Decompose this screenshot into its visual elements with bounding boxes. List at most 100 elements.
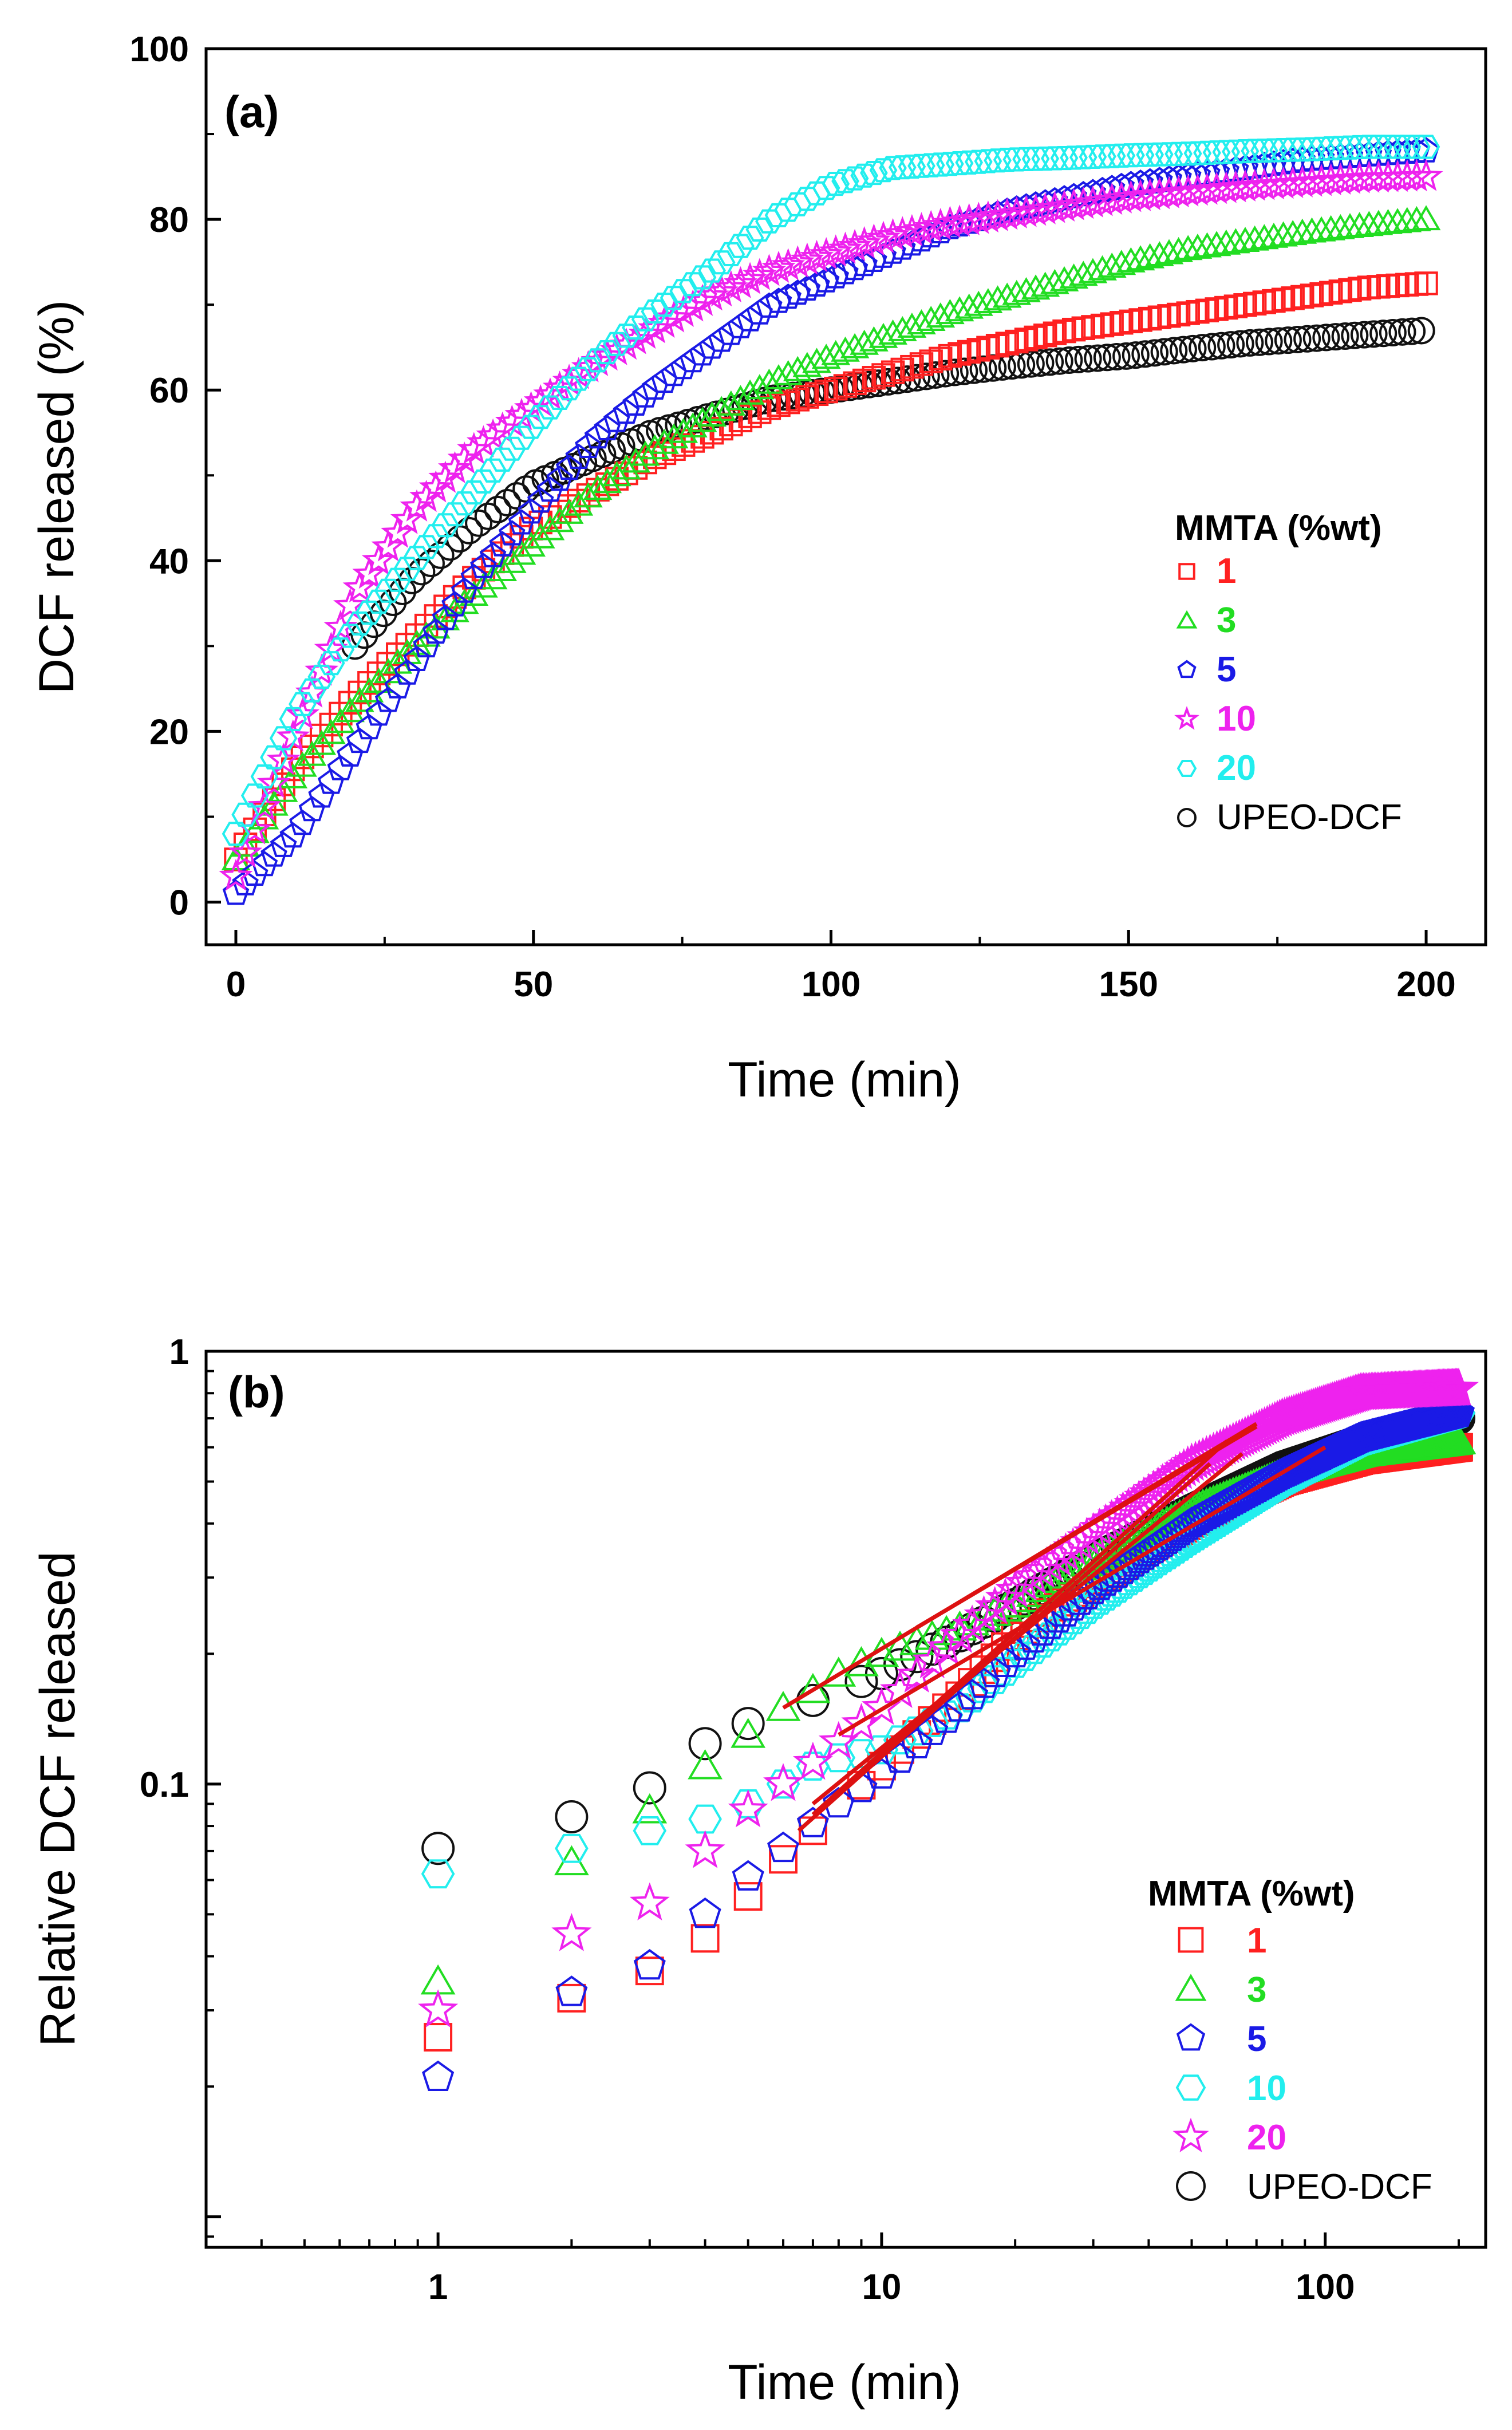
data-point — [688, 1804, 722, 1834]
data-point — [421, 1832, 455, 1865]
data-point — [307, 664, 336, 689]
data-point — [228, 835, 263, 868]
data-point — [765, 1691, 801, 1721]
data-point — [1141, 339, 1169, 367]
data-point — [1218, 170, 1253, 203]
data-point — [1249, 224, 1279, 250]
panel-b-y-axis-title: Relative DCF released — [30, 1551, 85, 2046]
data-point — [930, 1702, 963, 1733]
data-point — [1284, 325, 1312, 353]
legend-marker — [1178, 1927, 1204, 1953]
data-point — [1338, 278, 1362, 302]
data-point — [954, 293, 984, 319]
data-point — [1025, 1628, 1059, 1658]
data-point — [804, 382, 829, 407]
data-point — [1398, 317, 1426, 345]
data-point — [723, 266, 758, 298]
panel-b-legend: MMTA (%wt) 1 3 5 10 20 UPEO-DCF — [1148, 1874, 1432, 2207]
data-point — [868, 322, 898, 348]
y-tick-label: 80 — [149, 200, 189, 240]
panel-b-data-marks — [418, 1367, 1479, 2091]
data-point — [1126, 245, 1155, 271]
data-point — [641, 299, 669, 324]
data-point — [422, 618, 449, 644]
data-point — [1274, 326, 1302, 354]
data-point — [1278, 220, 1308, 246]
data-point — [1221, 228, 1250, 254]
data-point — [1228, 169, 1262, 202]
data-point — [1276, 165, 1310, 198]
series-20 — [222, 135, 1440, 846]
data-point — [526, 523, 555, 549]
data-point — [594, 415, 621, 440]
data-point — [1214, 295, 1238, 320]
data-point — [1293, 325, 1321, 353]
data-point — [1002, 279, 1032, 305]
data-point — [488, 556, 518, 581]
panel-a-tag: (a) — [224, 86, 279, 137]
data-point — [1169, 336, 1197, 364]
data-point — [422, 2060, 455, 2091]
data-point — [878, 319, 907, 345]
data-point — [460, 480, 488, 505]
data-point — [603, 407, 630, 432]
data-point — [900, 354, 924, 379]
panel-a-plot-frame — [204, 47, 1487, 946]
data-point — [767, 393, 791, 417]
data-point — [365, 700, 392, 726]
data-point — [942, 204, 977, 237]
data-point — [1152, 176, 1186, 208]
data-point — [479, 458, 507, 483]
data-point — [764, 364, 793, 389]
data-point — [843, 371, 867, 395]
data-point — [974, 1586, 1015, 1624]
data-point — [583, 348, 612, 373]
data-point — [256, 766, 291, 798]
legend-marker — [1176, 2023, 1206, 2051]
panel-a-x-axis-title: Time (min) — [728, 1052, 961, 1107]
data-point — [555, 454, 583, 480]
data-point — [555, 1833, 589, 1863]
data-point — [748, 400, 772, 424]
data-point — [899, 1624, 934, 1655]
data-point — [441, 502, 469, 527]
data-point — [752, 254, 787, 286]
data-point — [460, 563, 488, 589]
data-point — [1157, 304, 1181, 328]
series-20 — [418, 1367, 1479, 2027]
data-point — [792, 352, 822, 377]
data-point — [1341, 321, 1369, 349]
data-point — [465, 509, 493, 537]
data-point — [345, 687, 374, 712]
data-point — [900, 1640, 934, 1674]
data-point — [890, 357, 914, 382]
data-point — [412, 621, 441, 647]
data-point — [1040, 269, 1069, 294]
data-point — [767, 1831, 800, 1863]
data-point — [995, 332, 1019, 356]
data-point — [1133, 178, 1167, 211]
data-point — [402, 629, 432, 655]
data-point — [384, 567, 412, 592]
data-point — [1138, 306, 1162, 331]
data-point — [1095, 182, 1129, 215]
data-point — [1242, 291, 1267, 316]
data-point — [728, 1789, 768, 1828]
data-point — [240, 783, 269, 808]
data-point — [1074, 345, 1102, 373]
data-point — [1064, 345, 1092, 373]
data-point — [459, 580, 489, 606]
panel-b-plot-frame — [204, 1350, 1487, 2249]
data-point — [1350, 321, 1378, 349]
data-point — [535, 515, 565, 541]
data-point — [1118, 1546, 1150, 1577]
data-point — [1209, 171, 1243, 203]
data-point — [833, 374, 858, 398]
data-point — [976, 336, 1000, 360]
data-point — [633, 1771, 666, 1805]
data-point — [565, 443, 593, 469]
data-point — [992, 282, 1022, 308]
data-point — [945, 296, 974, 322]
data-point — [929, 346, 953, 371]
legend-label: 20 — [1247, 2118, 1286, 2157]
